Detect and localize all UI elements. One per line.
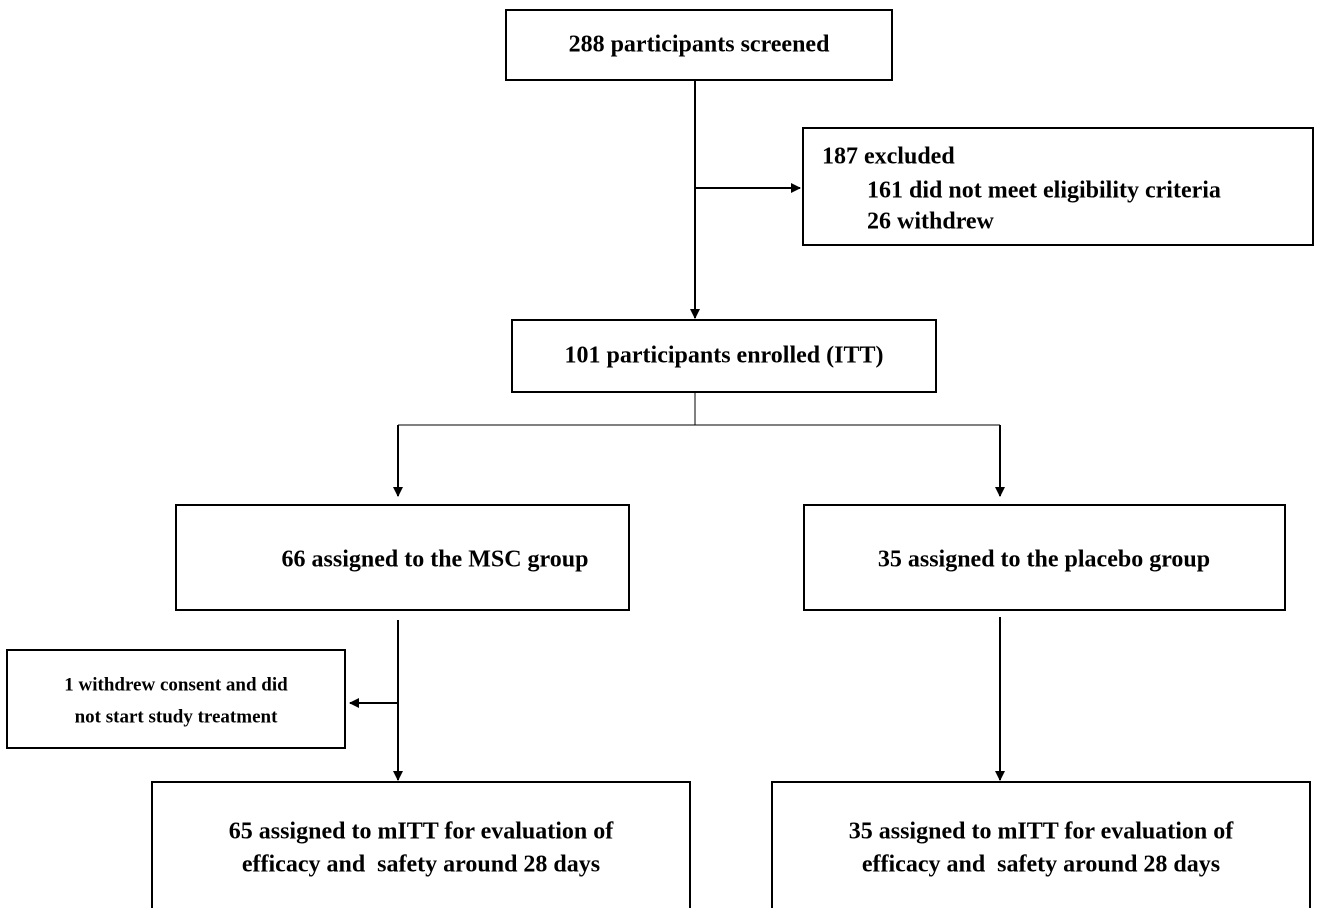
node: 35 assigned to mITT for evaluation of ef…	[771, 781, 1311, 908]
node-line: 26 withdrew	[867, 209, 995, 235]
connectors	[349, 80, 1005, 781]
node-label: 66 assigned to the MSC group	[282, 547, 589, 573]
box	[505, 9, 893, 81]
node: 65 assigned to mITT for evaluation of ef…	[151, 781, 691, 908]
node: 35 assigned to the placebo group	[803, 504, 1286, 611]
node-line: not start study treatment	[75, 706, 278, 727]
node-line: efficacy and safety around 28 days	[242, 852, 600, 878]
box	[802, 127, 1314, 246]
node-line: 161 did not meet eligibility criteria	[867, 178, 1221, 204]
node-line: efficacy and safety around 28 days	[862, 852, 1220, 878]
node-label: 288 participants screened	[569, 32, 831, 58]
box	[6, 649, 346, 749]
node-line: 1 withdrew consent and did	[64, 674, 288, 695]
node-label: 101 participants enrolled (ITT)	[565, 343, 884, 369]
node: 288 participants screened	[505, 9, 893, 81]
node: 1 withdrew consent and did not start stu…	[6, 649, 346, 749]
node: 66 assigned to the MSC group	[175, 504, 630, 611]
box	[175, 504, 630, 611]
box	[151, 781, 691, 908]
node-line: 187 excluded	[822, 144, 955, 170]
box	[803, 504, 1286, 611]
node: 101 participants enrolled (ITT)	[511, 319, 937, 393]
node-label: 35 assigned to the placebo group	[878, 547, 1210, 573]
node-line: 65 assigned to mITT for evaluation of	[229, 819, 614, 845]
node: 187 excluded 161 did not meet eligibilit…	[802, 127, 1314, 246]
box	[511, 319, 937, 393]
box	[771, 781, 1311, 908]
node-line: 35 assigned to mITT for evaluation of	[849, 819, 1234, 845]
